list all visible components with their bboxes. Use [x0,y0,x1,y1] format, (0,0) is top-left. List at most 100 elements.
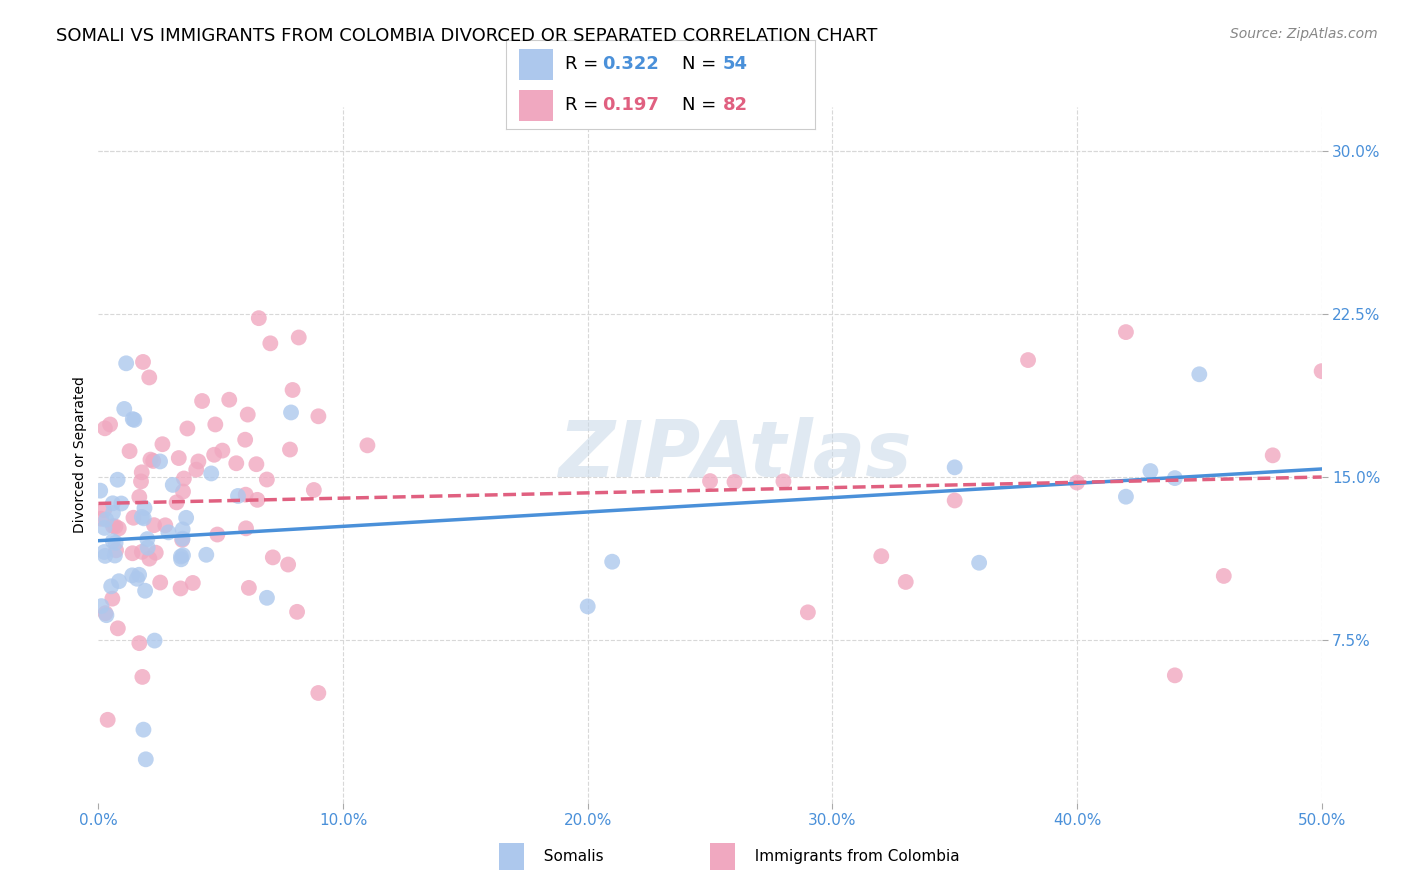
Point [187,454,209,468]
Bar [519,89,553,120]
Point [138,370,160,384]
Point [233,433,256,447]
Point [101,496,124,510]
Point [1017,353,1039,368]
Point [142,454,165,468]
Point [145,546,167,560]
Bar [519,49,553,80]
Text: N =: N = [682,96,723,114]
Point [90,599,112,613]
Point [134,501,156,516]
Text: 0.197: 0.197 [602,96,659,114]
Point [186,463,208,477]
Point [98,417,121,432]
Point [173,471,195,485]
Point [218,392,240,407]
Point [1139,464,1161,478]
Point [1188,368,1211,382]
Point [94,606,117,620]
Point [101,506,124,520]
Point [307,686,329,700]
Point [143,518,166,533]
Point [107,473,129,487]
Text: 54: 54 [723,55,748,73]
Point [226,489,249,503]
Y-axis label: Divorced or Separated: Divorced or Separated [73,376,87,533]
Text: ZIPAtlas: ZIPAtlas [558,417,911,493]
Point [170,552,193,566]
Point [1066,475,1088,490]
Point [149,575,172,590]
Point [280,405,302,419]
Point [135,752,157,766]
Point [172,548,194,562]
Point [107,521,129,535]
Point [302,483,325,497]
Point [132,511,155,525]
Point [134,583,156,598]
Point [101,519,124,533]
Point [1212,569,1234,583]
Point [235,521,257,535]
Point [152,437,174,451]
Point [94,421,117,435]
Point [167,451,190,466]
Point [131,545,153,559]
Point [129,475,152,489]
Text: 0.322: 0.322 [602,55,659,73]
Point [132,355,155,369]
Point [172,533,194,547]
Point [128,490,150,504]
Point [139,452,162,467]
Point [204,417,226,432]
Point [181,576,204,591]
Point [105,543,128,558]
Point [97,713,120,727]
Point [247,311,270,326]
Point [110,496,132,510]
Text: Immigrants from Colombia: Immigrants from Colombia [745,849,960,863]
Point [115,356,138,370]
Point [245,457,267,471]
Point [112,401,135,416]
Point [104,549,127,563]
Point [278,442,301,457]
Text: R =: R = [565,55,605,73]
Text: SOMALI VS IMMIGRANTS FROM COLOMBIA DIVORCED OR SEPARATED CORRELATION CHART: SOMALI VS IMMIGRANTS FROM COLOMBIA DIVOR… [56,27,877,45]
Point [307,409,329,424]
Point [101,591,124,606]
Point [101,534,124,549]
Point [162,478,184,492]
Point [125,572,148,586]
Point [174,511,197,525]
Point [870,549,893,564]
Point [699,474,721,488]
Text: N =: N = [682,55,723,73]
Point [143,633,166,648]
Point [94,549,117,563]
Point [149,454,172,468]
Point [207,527,229,541]
Point [131,670,153,684]
Point [200,467,222,481]
Text: 82: 82 [723,96,748,114]
Point [90,512,112,526]
Point [124,413,146,427]
Point [576,599,599,614]
Point [136,541,159,555]
Point [225,456,247,470]
Point [1115,325,1137,339]
Text: Source: ZipAtlas.com: Source: ZipAtlas.com [1230,27,1378,41]
Point [967,556,990,570]
Point [1115,490,1137,504]
Point [118,444,141,458]
Point [277,558,299,572]
Point [166,495,188,509]
Point [100,579,122,593]
Text: Somalis: Somalis [534,849,605,863]
Point [93,521,115,535]
Point [138,551,160,566]
Point [211,443,233,458]
Point [121,568,143,582]
Point [191,394,214,409]
